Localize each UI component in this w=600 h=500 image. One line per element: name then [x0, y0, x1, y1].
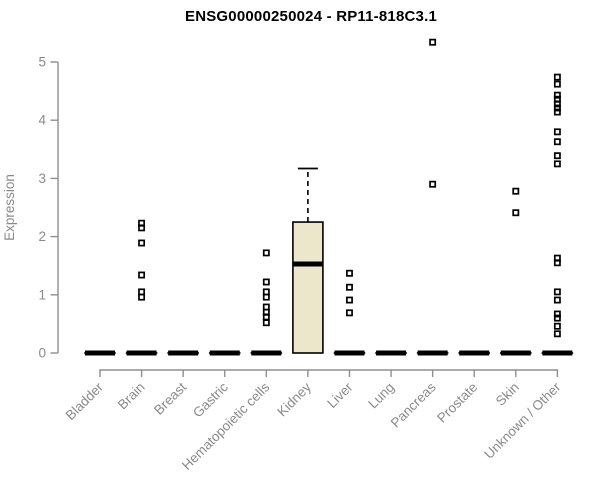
y-tick-label: 2 — [38, 229, 46, 244]
outlier-point — [138, 293, 146, 301]
outlier-point — [553, 322, 561, 330]
x-tick-label: Liver — [324, 379, 356, 411]
y-tick-label: 3 — [38, 171, 46, 186]
x-tick-label: Lung — [365, 380, 397, 412]
outlier-point — [553, 296, 561, 304]
x-tick-label: Pancreas — [388, 379, 439, 430]
outlier-point — [553, 138, 561, 146]
outlier-point — [553, 104, 561, 112]
outlier-point — [553, 73, 561, 81]
y-axis-title: Expression — [2, 174, 17, 241]
x-tick-label: Prostate — [434, 380, 480, 426]
y-tick-label: 5 — [38, 55, 46, 70]
outlier-point — [346, 269, 353, 277]
y-tick-label: 4 — [38, 113, 46, 128]
outlier-point — [553, 288, 561, 296]
outlier-point — [553, 108, 561, 116]
outlier-point — [262, 313, 270, 321]
outlier-point — [553, 128, 561, 136]
outlier-point — [553, 310, 561, 318]
outlier-point — [553, 259, 561, 267]
x-tick-label: Unknown / Other — [481, 379, 564, 462]
outlier-point — [346, 283, 353, 291]
outlier-point — [553, 152, 561, 160]
y-tick-label: 1 — [38, 287, 46, 302]
outlier-point — [429, 38, 437, 46]
outlier-point — [138, 224, 146, 232]
outlier-point — [429, 180, 437, 188]
outlier-point — [512, 209, 520, 217]
outlier-point — [262, 293, 270, 301]
x-tick-label: Gastric — [190, 379, 231, 420]
x-tick-label: Kidney — [274, 379, 314, 419]
outlier-point — [138, 239, 146, 247]
outlier-point — [262, 278, 270, 286]
outlier-point — [553, 330, 561, 338]
outlier-point — [346, 309, 353, 317]
x-tick-label: Brain — [115, 380, 148, 413]
outlier-point — [553, 314, 561, 322]
outlier-point — [346, 296, 353, 304]
x-tick-label: Skin — [493, 380, 522, 409]
outlier-point — [553, 100, 561, 108]
outlier-point — [262, 249, 270, 257]
box-body — [292, 221, 324, 354]
outlier-point — [553, 80, 561, 88]
x-tick-label: Breast — [151, 379, 189, 417]
outlier-point — [553, 160, 561, 168]
outlier-point — [262, 319, 270, 327]
outlier-point — [138, 271, 146, 279]
outlier-point — [553, 91, 561, 99]
chart-title: ENSG00000250024 - RP11-818C3.1 — [184, 8, 437, 25]
x-tick-label: Bladder — [63, 379, 107, 423]
y-tick-label: 0 — [38, 346, 46, 361]
outlier-point — [512, 187, 520, 195]
